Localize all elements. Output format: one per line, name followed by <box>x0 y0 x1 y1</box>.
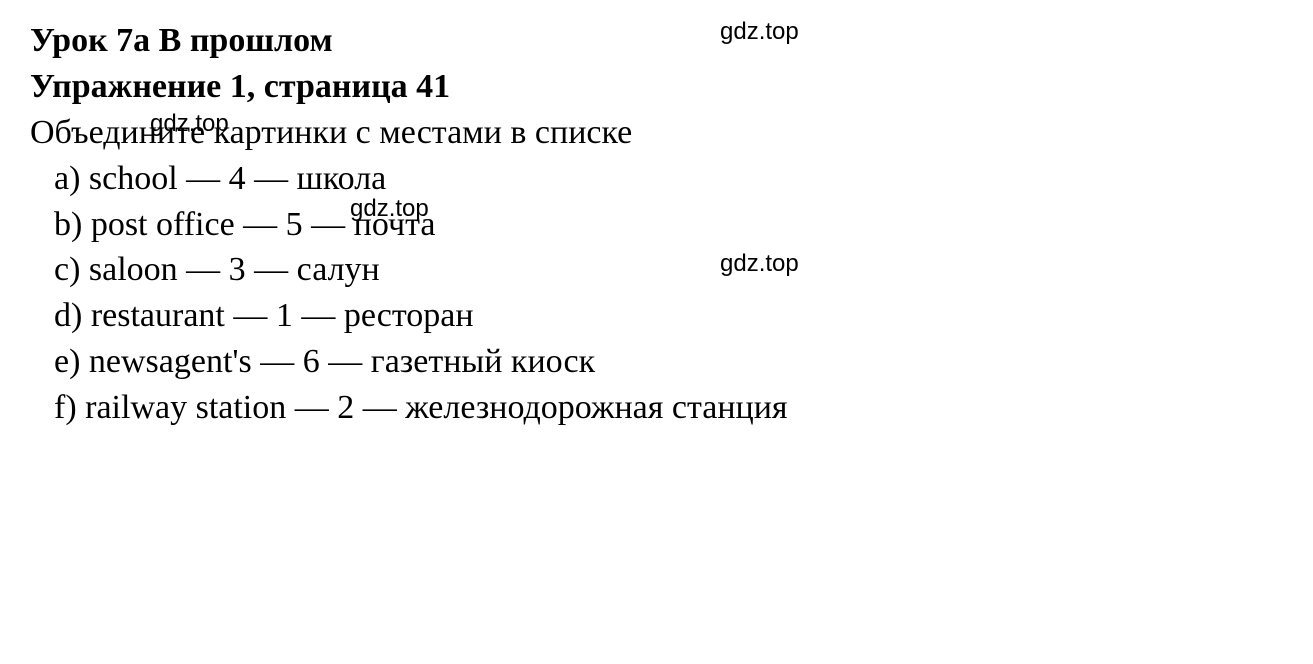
watermark-text: gdz.top <box>720 250 799 278</box>
list-item: d) restaurant — 1 — ресторан <box>30 293 1283 339</box>
list-item: c) saloon — 3 — салун <box>30 247 1283 293</box>
lesson-title: Урок 7a В прошлом <box>30 18 1283 64</box>
watermark-text: gdz.top <box>720 18 799 46</box>
watermark-text: gdz.top <box>350 195 429 223</box>
watermark-text: gdz.top <box>150 110 229 138</box>
items-list: a) school — 4 — школаb) post office — 5 … <box>30 156 1283 431</box>
list-item: b) post office — 5 — почта <box>30 202 1283 248</box>
list-item: f) railway station — 2 — железнодорожная… <box>30 385 1283 431</box>
exercise-subtitle: Упражнение 1, страница 41 <box>30 64 1283 110</box>
list-item: e) newsagent's — 6 — газетный киоск <box>30 339 1283 385</box>
list-item: a) school — 4 — школа <box>30 156 1283 202</box>
